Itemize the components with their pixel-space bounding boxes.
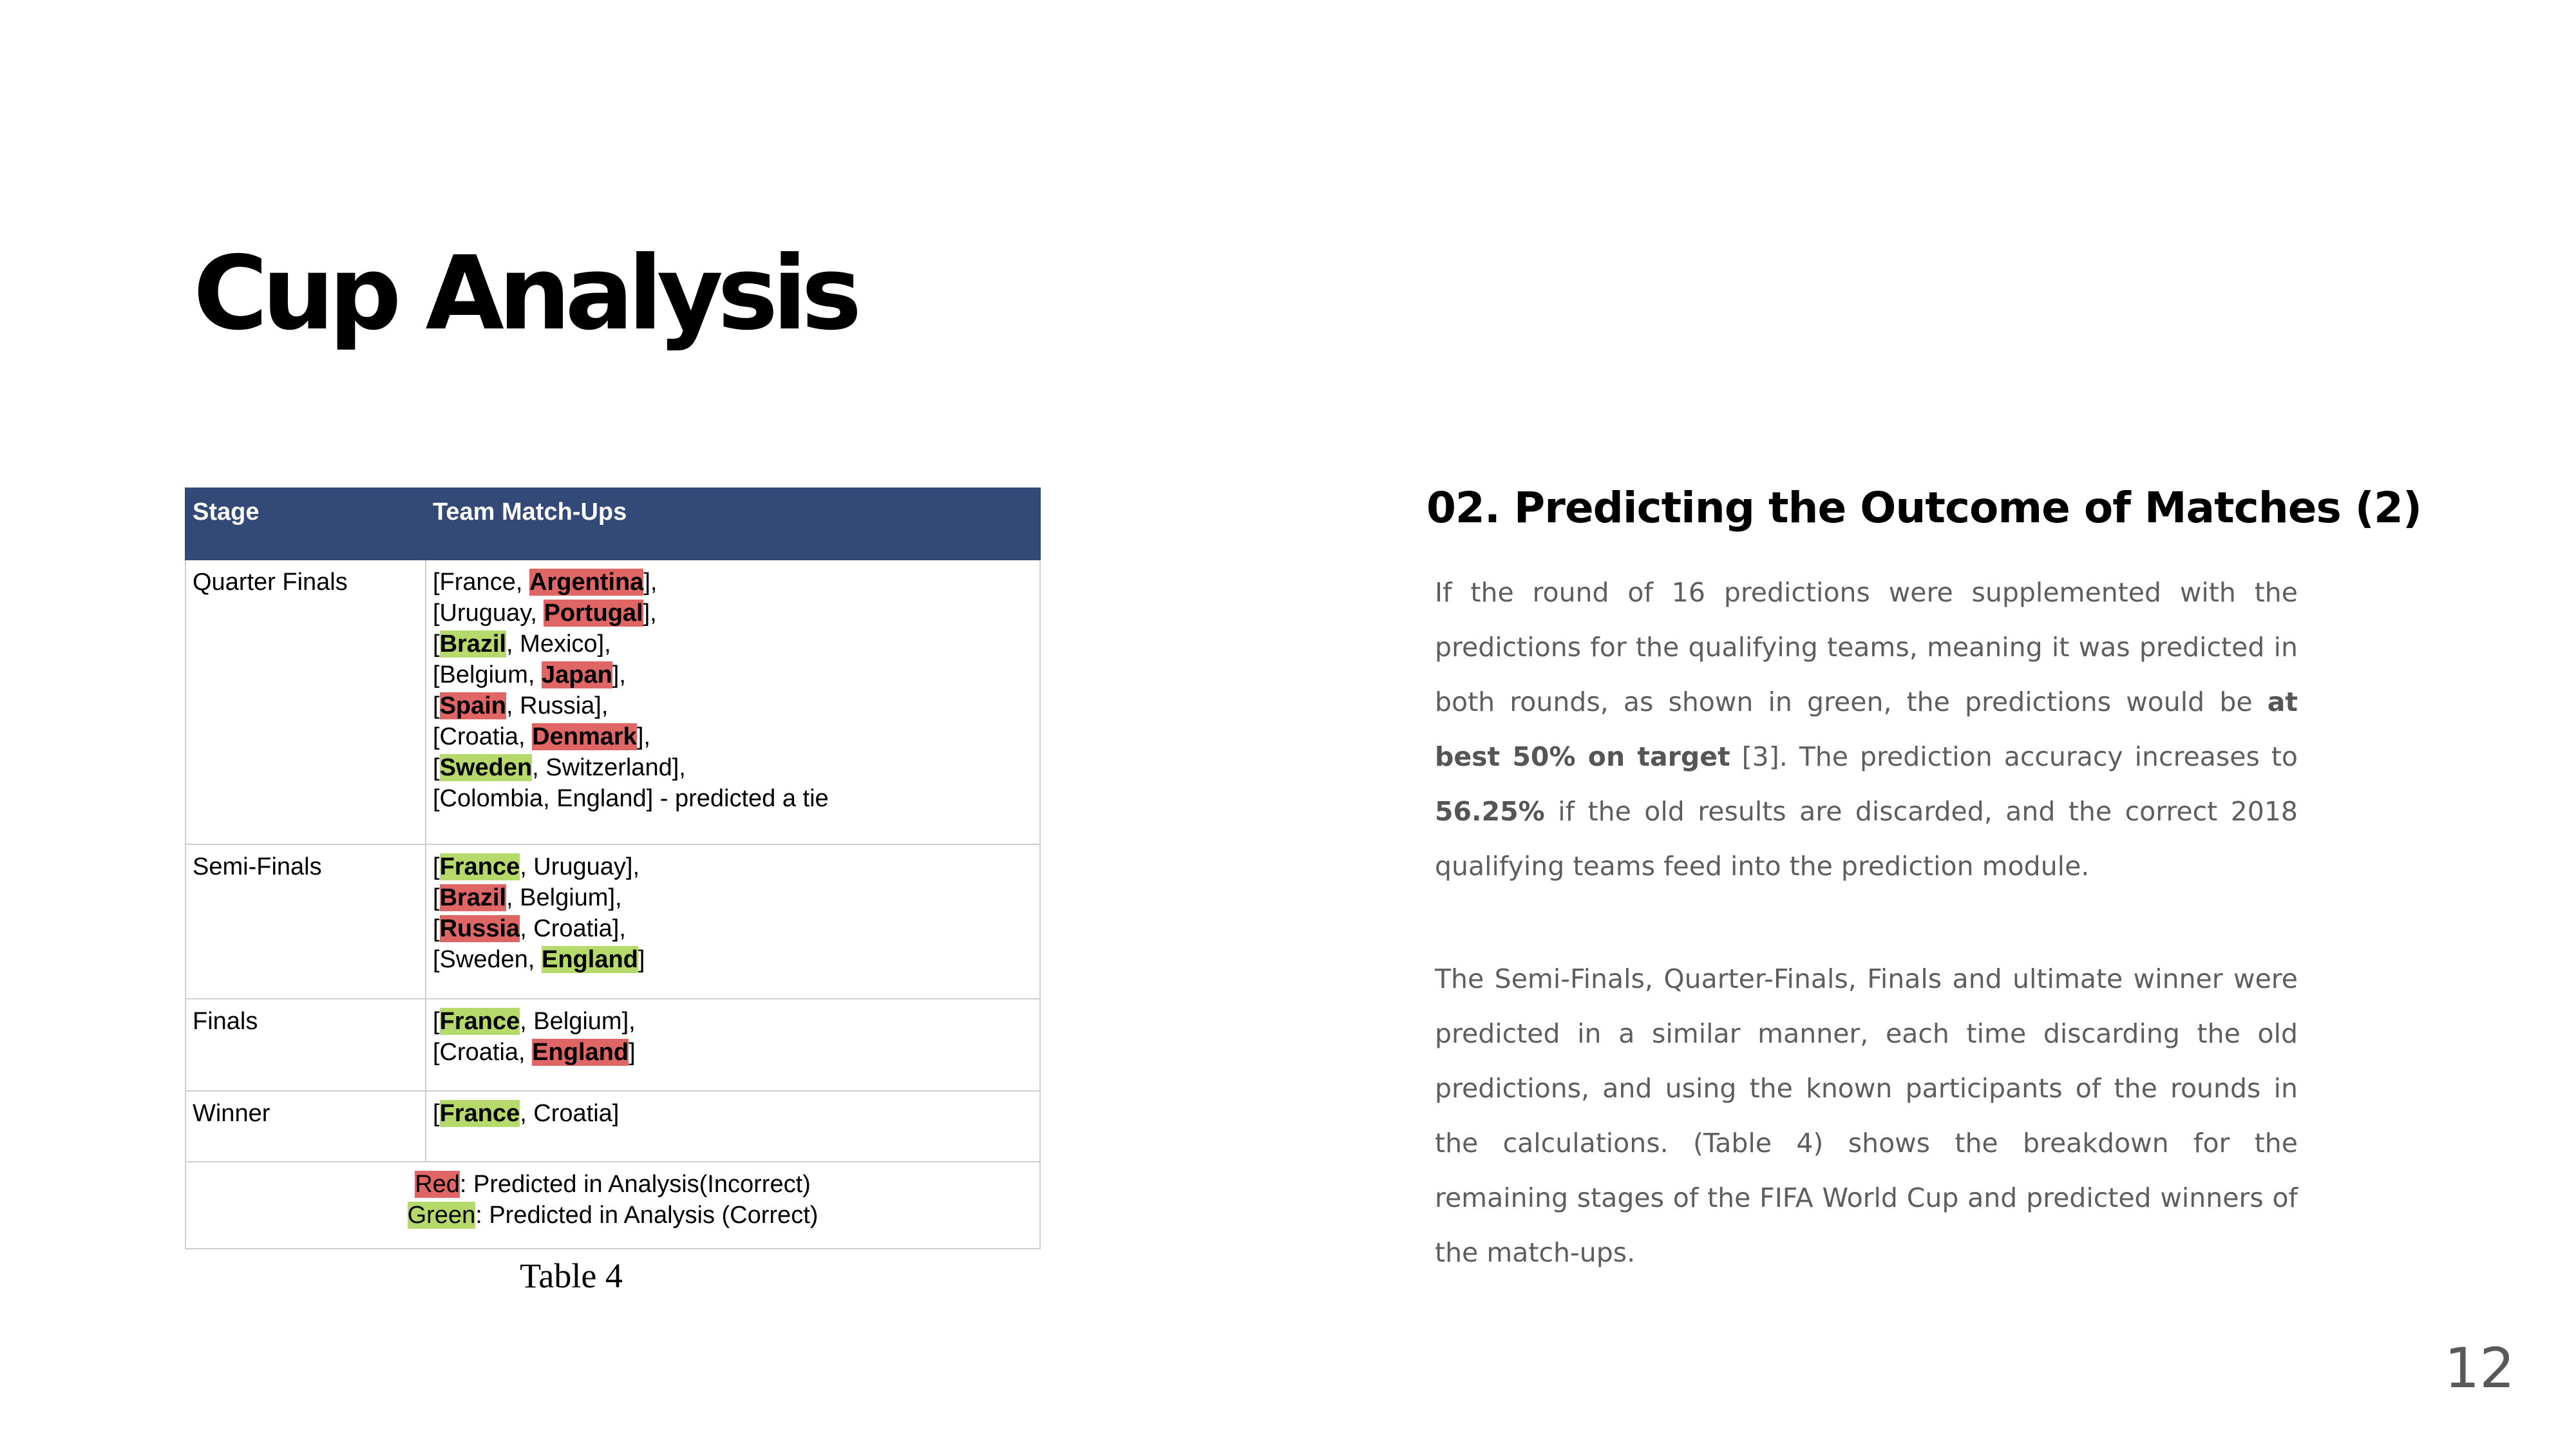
matchup-text: [Sweden, — [433, 946, 542, 973]
header-team-matchups: Team Match-Ups — [425, 488, 1041, 560]
matchup-line: [Spain, Russia], — [433, 690, 1033, 721]
matchup-line: [Russia, Croatia], — [433, 913, 1033, 944]
team-incorrect: Russia — [439, 915, 520, 942]
matchup-text: ], — [643, 600, 657, 627]
header-stage: Stage — [185, 488, 426, 560]
matchup-text: [France, — [433, 569, 529, 596]
team-incorrect: Spain — [439, 692, 507, 719]
team-incorrect: Argentina — [529, 569, 644, 596]
matchups-cell: [France, Argentina], [Uruguay, Portugal],… — [425, 559, 1041, 845]
stage-cell: Quarter Finals — [185, 559, 426, 845]
matchup-text: , Croatia] — [520, 1100, 620, 1127]
stage-cell: Finals — [185, 998, 426, 1092]
matchup-text: , Mexico], — [506, 630, 611, 658]
matchup-line: [Belgium, Japan], — [433, 659, 1033, 690]
team-correct: France — [439, 1100, 520, 1127]
paragraph-text: if the old results are discarded, and th… — [1435, 796, 2298, 882]
matchup-text: ], — [612, 661, 626, 688]
matchup-text: , Belgium], — [506, 884, 622, 911]
section-heading: 02. Predicting the Outcome of Matches (2… — [1426, 483, 2422, 533]
legend-red-swatch: Red — [415, 1171, 460, 1198]
team-incorrect: Denmark — [532, 723, 637, 750]
matchup-line: [France, Croatia] — [433, 1098, 1033, 1129]
stage-cell: Winner — [185, 1090, 426, 1162]
table-row-semi-finals: Semi-Finals [France, Uruguay], [Brazil, B… — [185, 844, 1041, 999]
team-correct: Sweden — [439, 754, 533, 781]
matchup-text: ], — [636, 723, 650, 750]
matchup-line: [Brazil, Mexico], — [433, 629, 1033, 659]
matchup-text: [Colombia, England] - predicted a tie — [433, 785, 829, 812]
matchups-cell: [France, Uruguay], [Brazil, Belgium], [Rus… — [425, 844, 1041, 999]
legend-cell: Red: Predicted in Analysis(Incorrect) Gr… — [185, 1161, 1041, 1249]
matchup-line: [France, Uruguay], — [433, 851, 1033, 882]
bold-text: 56.25% — [1435, 796, 1545, 827]
paragraph-2: The Semi-Finals, Quarter-Finals, Finals … — [1435, 963, 2298, 1268]
legend-correct: Green: Predicted in Analysis (Correct) — [193, 1200, 1033, 1231]
matchup-text: , Uruguay], — [520, 853, 640, 880]
matchup-text: [Croatia, — [433, 1039, 533, 1066]
matchup-text: [ — [433, 692, 440, 719]
matchup-text: [ — [433, 884, 440, 911]
matchup-line: [France, Belgium], — [433, 1006, 1033, 1037]
team-correct: France — [439, 853, 520, 880]
team-incorrect: Japan — [541, 661, 612, 688]
matchup-text: ] — [629, 1039, 636, 1066]
stage-cell: Semi-Finals — [185, 844, 426, 999]
matchup-text: , Croatia], — [520, 915, 626, 942]
team-incorrect: Brazil — [439, 884, 507, 911]
team-incorrect: England — [532, 1039, 629, 1066]
table-row-finals: Finals [France, Belgium], [Croatia, Engla… — [185, 998, 1041, 1092]
table-caption: Table 4 — [520, 1256, 623, 1295]
page-number: 12 — [2444, 1336, 2515, 1401]
matchup-text: [Croatia, — [433, 723, 533, 750]
legend-incorrect: Red: Predicted in Analysis(Incorrect) — [193, 1169, 1033, 1200]
table-legend-row: Red: Predicted in Analysis(Incorrect) Gr… — [185, 1161, 1041, 1249]
matchup-line: [Sweden, Switzerland], — [433, 752, 1033, 783]
team-incorrect: Portugal — [544, 600, 643, 627]
matchup-text: , Switzerland], — [532, 754, 686, 781]
matchups-cell: [France, Belgium], [Croatia, England] — [425, 998, 1041, 1092]
bold-text: at best 50% on target — [1435, 687, 2298, 772]
team-correct: Brazil — [439, 630, 507, 658]
table-row-winner: Winner [France, Croatia] — [185, 1090, 1041, 1162]
team-correct: France — [439, 1008, 520, 1035]
matchups-cell: [France, Croatia] — [425, 1090, 1041, 1162]
matchup-line: [Sweden, England] — [433, 944, 1033, 975]
matchup-text: , Belgium], — [520, 1008, 636, 1035]
paragraph-1: If the round of 16 predictions were supp… — [1435, 565, 2298, 894]
matchup-line: [Uruguay, Portugal], — [433, 598, 1033, 629]
slide-title: Cup Analysis — [193, 234, 862, 353]
matchup-text: [ — [433, 1008, 440, 1035]
legend-green-swatch: Green — [407, 1202, 476, 1229]
matchup-text: ], — [643, 569, 658, 596]
legend-red-text: : Predicted in Analysis(Incorrect) — [459, 1171, 811, 1198]
matchup-text: [ — [433, 853, 440, 880]
matchup-text: [ — [433, 630, 440, 658]
matchup-line: [Colombia, England] - predicted a tie — [433, 783, 1033, 814]
matchup-text: [ — [433, 754, 440, 781]
team-correct: England — [542, 946, 638, 973]
matchup-text: [ — [433, 1100, 440, 1127]
matchup-line: [Brazil, Belgium], — [433, 882, 1033, 913]
table-row-quarter-finals: Quarter Finals [France, Argentina], [Urug… — [185, 559, 1041, 845]
legend-green-text: : Predicted in Analysis (Correct) — [475, 1202, 819, 1229]
matchup-text: [Uruguay, — [433, 600, 544, 627]
paragraph-text: If the round of 16 predictions were supp… — [1435, 577, 2298, 717]
matchup-table: Stage Team Match-Ups Quarter Finals [Fra… — [185, 488, 1041, 1249]
matchup-text: ] — [638, 946, 645, 973]
matchup-text: , Russia], — [506, 692, 609, 719]
matchup-text: [ — [433, 915, 440, 942]
paragraph-text: [3]. The prediction accuracy increases t… — [1730, 741, 2298, 772]
table-header-row: Stage Team Match-Ups — [185, 488, 1041, 560]
matchup-text: [Belgium, — [433, 661, 542, 688]
matchup-line: [Croatia, Denmark], — [433, 721, 1033, 752]
matchup-line: [Croatia, England] — [433, 1037, 1033, 1068]
matchup-line: [France, Argentina], — [433, 567, 1033, 598]
